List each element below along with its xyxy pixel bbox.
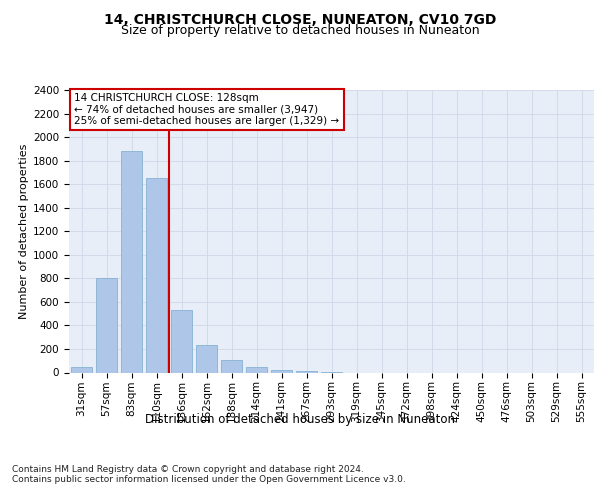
Bar [146, 178, 167, 372]
Text: Distribution of detached houses by size in Nuneaton: Distribution of detached houses by size … [145, 412, 455, 426]
Bar [71, 366, 92, 372]
Bar [196, 345, 217, 372]
Bar [96, 278, 117, 372]
Bar [171, 310, 192, 372]
Bar [221, 360, 242, 372]
Text: 14 CHRISTCHURCH CLOSE: 128sqm
← 74% of detached houses are smaller (3,947)
25% o: 14 CHRISTCHURCH CLOSE: 128sqm ← 74% of d… [74, 93, 340, 126]
Bar [296, 370, 317, 372]
Text: Size of property relative to detached houses in Nuneaton: Size of property relative to detached ho… [121, 24, 479, 37]
Text: Contains HM Land Registry data © Crown copyright and database right 2024.
Contai: Contains HM Land Registry data © Crown c… [12, 465, 406, 484]
Bar [246, 366, 267, 372]
Text: 14, CHRISTCHURCH CLOSE, NUNEATON, CV10 7GD: 14, CHRISTCHURCH CLOSE, NUNEATON, CV10 7… [104, 12, 496, 26]
Y-axis label: Number of detached properties: Number of detached properties [19, 144, 29, 319]
Bar [271, 370, 292, 372]
Bar [121, 151, 142, 372]
